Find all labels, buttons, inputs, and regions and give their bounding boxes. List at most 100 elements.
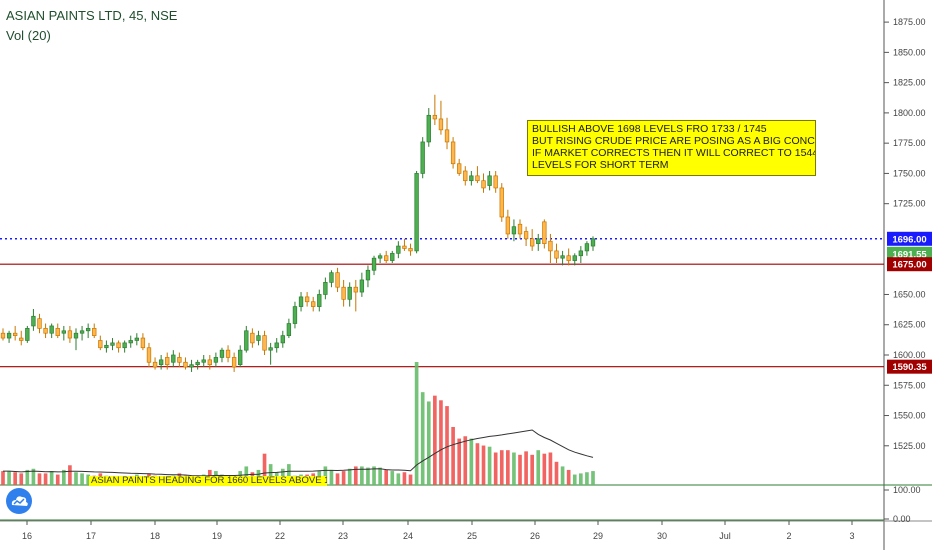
volume-bar — [49, 471, 54, 485]
price-tick-label: 1875.00 — [893, 17, 926, 27]
candle — [238, 349, 243, 366]
candle — [274, 342, 279, 349]
candle — [493, 175, 498, 189]
candle — [207, 359, 212, 366]
volume-bar — [25, 469, 30, 485]
candle — [444, 129, 450, 143]
candle — [268, 347, 273, 351]
candle — [390, 252, 395, 261]
volume-bar — [353, 466, 358, 485]
volume-bar — [445, 406, 449, 485]
volume-bar — [74, 472, 78, 485]
price-tick-label: 1750.00 — [893, 168, 926, 178]
symbol-title[interactable]: ASIAN PAINTS LTD, 45, NSE — [6, 8, 178, 23]
candle — [256, 335, 261, 341]
price-tick-label: 1825.00 — [893, 78, 926, 88]
volume-bar — [262, 453, 267, 485]
candle — [560, 255, 565, 259]
candle — [457, 163, 462, 174]
candle — [304, 296, 310, 303]
candle — [183, 361, 188, 368]
volume-bar — [457, 438, 462, 485]
volume-bar — [80, 473, 84, 485]
candle — [353, 286, 358, 293]
candle — [384, 255, 389, 261]
candle — [165, 357, 170, 366]
candle — [85, 328, 91, 332]
volume-bar — [384, 469, 389, 485]
price-label-badge[interactable] — [887, 359, 932, 374]
volume-bar — [360, 466, 364, 485]
price-tick-label: 1600.00 — [893, 350, 926, 360]
volume-bar — [469, 438, 474, 485]
volume-bar — [335, 473, 340, 485]
candle — [280, 335, 285, 344]
candle — [377, 255, 383, 259]
price-tick-label: 1800.00 — [893, 108, 926, 118]
candle — [49, 325, 54, 334]
time-tick-label: 17 — [86, 531, 96, 541]
volume-bar — [572, 474, 577, 485]
candle — [25, 328, 30, 341]
tradingview-logo-icon[interactable] — [6, 488, 32, 514]
volume-indicator-label[interactable]: Vol (20) — [6, 28, 51, 43]
volume-ma-line — [3, 429, 594, 477]
time-tick-label: 30 — [657, 531, 667, 541]
small-note[interactable]: ASIAN PAINTS HEADING FOR 1660 LEVELS ABO… — [89, 476, 327, 486]
volume-tick-label: 100.00 — [893, 485, 921, 495]
time-tick-label: 29 — [593, 531, 603, 541]
candle — [365, 269, 371, 281]
volume-bar — [579, 473, 583, 485]
candle — [231, 357, 237, 368]
candle — [511, 226, 517, 235]
candle — [554, 250, 559, 259]
candle — [329, 272, 334, 283]
candle — [37, 318, 42, 329]
time-tick-label: 2 — [786, 531, 791, 541]
candle — [402, 245, 407, 249]
candle — [6, 332, 12, 339]
candle — [548, 240, 553, 252]
candle — [341, 286, 346, 300]
volume-bar — [542, 453, 547, 485]
candle — [566, 255, 571, 261]
volume-bar — [506, 450, 510, 485]
time-tick-label: 23 — [338, 531, 348, 541]
time-tick-label: 22 — [275, 531, 285, 541]
candle — [323, 282, 328, 295]
price-label-badge[interactable] — [887, 231, 932, 246]
volume-bar — [420, 392, 425, 485]
candle — [317, 294, 322, 307]
analysis-note[interactable]: BULLISH ABOVE 1698 LEVELS FRO 1733 / 174… — [527, 120, 816, 176]
volume-bar — [426, 401, 431, 485]
candle — [134, 337, 139, 341]
candle — [152, 361, 158, 368]
volume-bar — [323, 466, 328, 485]
candle — [104, 344, 109, 349]
candle — [43, 328, 48, 334]
volume-bar — [512, 452, 516, 485]
volume-bar — [244, 466, 249, 485]
candle — [158, 359, 164, 366]
candle — [244, 330, 249, 351]
candle — [438, 118, 444, 131]
candle — [195, 361, 200, 366]
volume-bar — [591, 471, 595, 485]
candle — [298, 296, 304, 307]
price-label-badge[interactable] — [887, 257, 932, 272]
candle — [517, 223, 523, 235]
time-tick-label: 26 — [530, 531, 540, 541]
volume-bar — [347, 468, 352, 485]
volume-bar — [402, 472, 407, 485]
price-tick-label: 1850.00 — [893, 47, 926, 57]
volume-bar — [487, 446, 492, 485]
cloud-icon — [11, 496, 28, 506]
volume-bar — [548, 452, 553, 485]
volume-bar — [390, 471, 395, 485]
time-tick-label: 3 — [849, 531, 854, 541]
volume-bar — [524, 451, 528, 485]
candle — [92, 328, 97, 336]
candle — [481, 180, 486, 189]
price-tick-label: 1725.00 — [893, 199, 926, 209]
